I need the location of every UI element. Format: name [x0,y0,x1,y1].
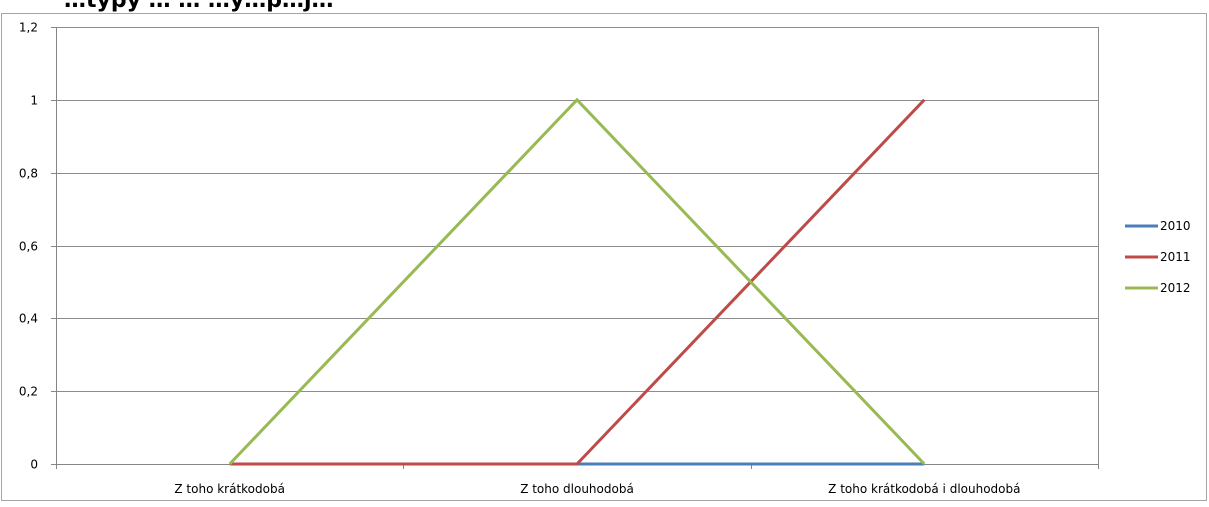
x-tick-label: Z toho krátkodobá [174,482,285,496]
legend-label: 2010 [1160,219,1191,233]
y-tick-label: 0,8 [19,167,38,181]
y-tick-label: 1 [30,94,38,108]
series-line-2011 [229,98,926,466]
legend-label: 2011 [1160,250,1191,264]
y-tick-label: 0 [30,458,38,472]
chart-frame [1,13,1207,501]
y-tick-label: 0,4 [19,312,38,326]
legend-label: 2012 [1160,281,1191,295]
y-tick-label: 0,6 [19,240,38,254]
chart-title: …typy … … …y…p…j… [64,0,334,13]
x-tick-label: Z toho krátkodobá i dlouhodobá [828,482,1020,496]
x-tick-label: Z toho dlouhodobá [520,482,634,496]
series-line-2012 [228,97,926,466]
y-tick-label: 1,2 [19,21,38,35]
y-tick-label: 0,2 [19,385,38,399]
